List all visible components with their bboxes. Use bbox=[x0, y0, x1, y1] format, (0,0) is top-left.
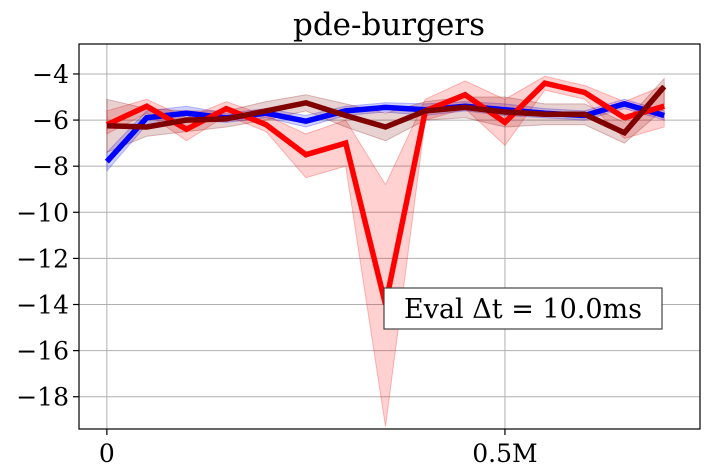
y-tick-label: −6 bbox=[32, 106, 69, 135]
y-tick-label: −18 bbox=[16, 383, 69, 412]
eval-annotation: Eval Δt = 10.0ms bbox=[383, 287, 663, 330]
y-tick-label: −16 bbox=[16, 337, 69, 366]
y-tick-label: −14 bbox=[16, 291, 69, 320]
x-tick-label: 0 bbox=[99, 439, 115, 468]
y-tick-label: −12 bbox=[16, 244, 69, 273]
series-1-band bbox=[106, 75, 665, 427]
y-tick-label: −8 bbox=[32, 152, 69, 181]
chart-title: pde-burgers bbox=[293, 7, 485, 43]
annotation-text: Eval Δt = 10.0ms bbox=[404, 294, 642, 325]
x-tick-label: 0.5M bbox=[472, 439, 537, 468]
axis-ticks: −4 −6 −8 −10 −12 −14 −16 −18 0 0.5M bbox=[16, 60, 537, 468]
annotation-box bbox=[383, 287, 663, 330]
y-tick-label: −10 bbox=[16, 198, 69, 227]
plot-frame bbox=[78, 43, 701, 430]
y-tick-label: −4 bbox=[32, 60, 69, 89]
